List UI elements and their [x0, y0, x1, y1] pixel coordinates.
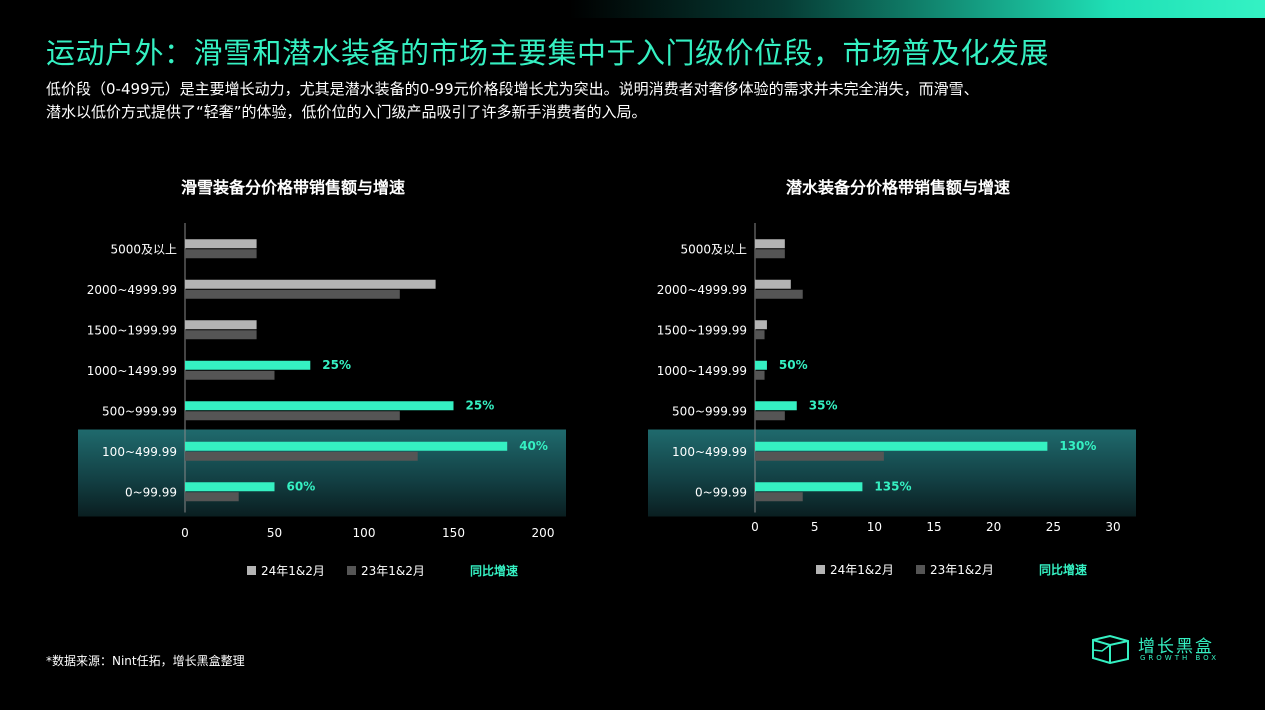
legend-label-23: 23年1&2月 — [361, 564, 425, 578]
bar-24 — [755, 401, 797, 411]
x-tick-label: 100 — [353, 526, 376, 540]
logo-text: 增长黑盒 — [1138, 637, 1214, 657]
bar-24 — [755, 441, 1048, 451]
category-label: 0~99.99 — [125, 485, 177, 499]
category-label: 1000~1499.99 — [87, 364, 177, 378]
x-tick-label: 25 — [1046, 520, 1061, 534]
bar-24 — [755, 320, 767, 330]
bar-24 — [755, 279, 791, 289]
bar-23 — [755, 289, 803, 299]
legend-swatch-23 — [347, 566, 356, 575]
top-accent-bar — [0, 0, 1265, 18]
x-tick-label: 15 — [926, 520, 941, 534]
bar-23 — [755, 370, 765, 380]
x-tick-label: 0 — [751, 520, 759, 534]
legend-label-24: 24年1&2月 — [830, 563, 894, 577]
bar-23 — [185, 289, 400, 299]
data-source-note: *数据来源：Nint任拓，增长黑盒整理 — [46, 654, 245, 668]
category-label: 5000及以上 — [680, 242, 747, 256]
box-logo-icon — [1092, 634, 1129, 664]
page-title: 运动户外：滑雪和潜水装备的市场主要集中于入门级价位段，市场普及化发展 — [46, 36, 1050, 70]
bar-23 — [185, 249, 257, 259]
bar-24 — [185, 320, 257, 330]
category-label: 500~999.99 — [672, 404, 747, 418]
bar-23 — [755, 451, 884, 461]
growth-label: 50% — [779, 358, 808, 372]
subtitle-line-1: 低价段（0-499元）是主要增长动力，尤其是潜水装备的0-99元价格段增长尤为突… — [46, 80, 979, 98]
growth-label: 135% — [874, 479, 911, 493]
bar-24 — [185, 482, 275, 492]
growth-label: 40% — [519, 439, 548, 453]
legend-label-growth: 同比增速 — [470, 563, 518, 578]
bar-24 — [185, 441, 508, 451]
growth-label: 130% — [1059, 439, 1096, 453]
bar-24 — [185, 401, 454, 411]
legend-label-23: 23年1&2月 — [930, 563, 994, 577]
bar-23 — [185, 492, 239, 502]
legend-swatch-23 — [916, 565, 925, 574]
category-label: 0~99.99 — [695, 485, 747, 499]
bar-23 — [755, 330, 765, 340]
x-tick-label: 200 — [532, 526, 555, 540]
bar-23 — [185, 370, 275, 380]
legend-swatch-24 — [247, 566, 256, 575]
bar-24 — [185, 279, 436, 289]
bar-23 — [185, 330, 257, 340]
page-subtitle: 低价段（0-499元）是主要增长动力，尤其是潜水装备的0-99元价格段增长尤为突… — [46, 78, 1226, 124]
category-label: 1000~1499.99 — [657, 364, 747, 378]
growth-label: 25% — [466, 398, 495, 412]
brand-logo: 增长黑盒 GROWTH BOX — [1090, 632, 1230, 666]
category-label: 5000及以上 — [110, 242, 177, 256]
growth-label: 60% — [287, 479, 316, 493]
category-label: 100~499.99 — [672, 445, 747, 459]
subtitle-line-2: 潜水以低价方式提供了“轻奢”的体验，低价位的入门级产品吸引了许多新手消费者的入局… — [46, 103, 647, 121]
x-tick-label: 10 — [867, 520, 882, 534]
x-tick-label: 0 — [181, 526, 189, 540]
logo-subtext: GROWTH BOX — [1140, 654, 1220, 662]
bar-23 — [755, 249, 785, 259]
bar-24 — [755, 482, 863, 492]
bar-23 — [185, 411, 400, 421]
legend-swatch-24 — [816, 565, 825, 574]
bar-24 — [755, 239, 785, 249]
category-label: 1500~1999.99 — [87, 323, 177, 337]
x-tick-label: 20 — [986, 520, 1001, 534]
x-tick-label: 5 — [811, 520, 819, 534]
growth-label: 35% — [809, 398, 838, 412]
x-tick-label: 30 — [1105, 520, 1120, 534]
bar-23 — [755, 492, 803, 502]
bar-24 — [185, 360, 311, 370]
category-label: 2000~4999.99 — [87, 283, 177, 297]
legend-label-growth: 同比增速 — [1039, 562, 1087, 577]
category-label: 100~499.99 — [102, 445, 177, 459]
chart-title: 潜水装备分价格带销售额与增速 — [786, 178, 1010, 197]
legend-label-24: 24年1&2月 — [261, 564, 325, 578]
category-label: 2000~4999.99 — [657, 283, 747, 297]
bar-23 — [185, 451, 418, 461]
chart-title: 滑雪装备分价格带销售额与增速 — [181, 178, 405, 197]
bar-23 — [755, 411, 785, 421]
growth-label: 25% — [322, 358, 351, 372]
x-tick-label: 50 — [267, 526, 282, 540]
x-tick-label: 150 — [442, 526, 465, 540]
category-label: 1500~1999.99 — [657, 323, 747, 337]
category-label: 500~999.99 — [102, 404, 177, 418]
bar-24 — [185, 239, 257, 249]
bar-24 — [755, 360, 767, 370]
